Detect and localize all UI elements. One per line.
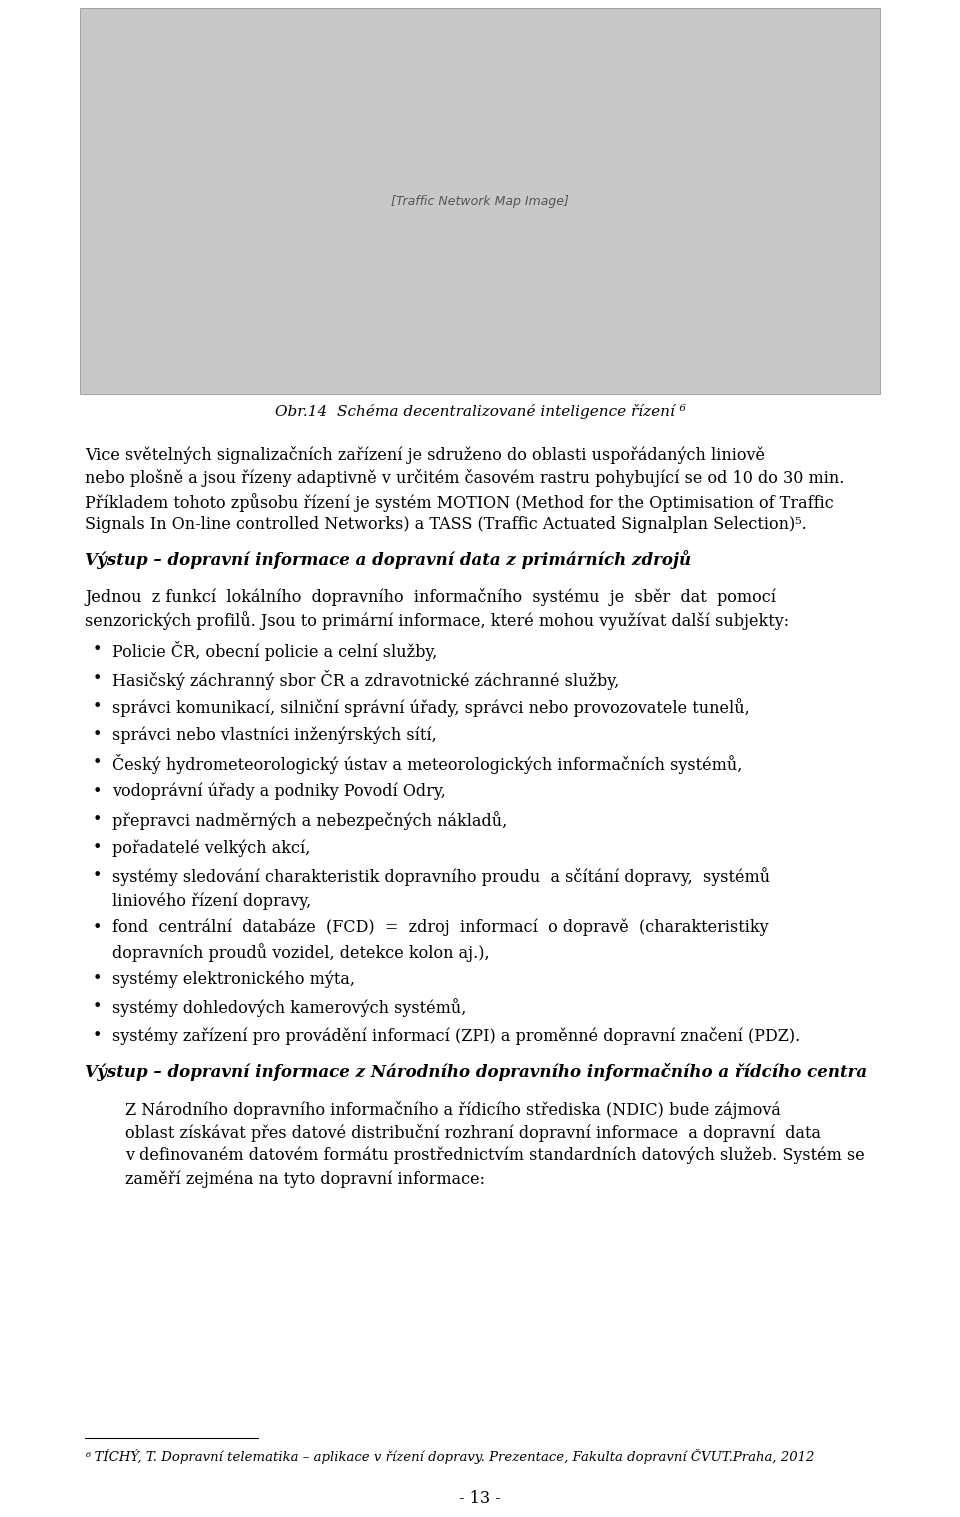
- Text: Signals In On-line controlled Networks) a TASS (Traffic Actuated Signalplan Sele: Signals In On-line controlled Networks) …: [85, 516, 806, 532]
- Text: •: •: [93, 919, 102, 936]
- Text: ⁶ TÍCHÝ, T. Dopravní telematika – aplikace v řízení dopravy. Prezentace, Fakulta: ⁶ TÍCHÝ, T. Dopravní telematika – aplika…: [85, 1449, 814, 1464]
- Text: •: •: [93, 698, 102, 715]
- Text: •: •: [93, 810, 102, 828]
- Text: přepravci nadměrných a nebezpečných nákladů,: přepravci nadměrných a nebezpečných nákl…: [112, 810, 507, 830]
- Text: systémy sledování charakteristik dopravního proudu  a sčítání dopravy,  systémů
: systémy sledování charakteristik dopravn…: [112, 868, 770, 910]
- Text: •: •: [93, 669, 102, 687]
- Text: správci nebo vlastníci inženýrských sítí,: správci nebo vlastníci inženýrských sítí…: [112, 727, 437, 743]
- Text: zaměří zejména na tyto dopravní informace:: zaměří zejména na tyto dopravní informac…: [126, 1170, 486, 1188]
- Text: Jednou  z funkcí  lokálního  dopravního  informačního  systému  je  sběr  dat  p: Jednou z funkcí lokálního dopravního inf…: [85, 589, 776, 605]
- Text: Výstup – dopravní informace z Národního dopravního informačního a řídcího centra: Výstup – dopravní informace z Národního …: [85, 1063, 867, 1082]
- Text: [Traffic Network Map Image]: [Traffic Network Map Image]: [391, 194, 569, 208]
- Text: •: •: [93, 727, 102, 743]
- Text: systémy zařízení pro provádění informací (ZPI) a proměnné dopravní značení (PDZ): systémy zařízení pro provádění informací…: [112, 1027, 800, 1045]
- Text: fond  centrální  databáze  (FCD)  =  zdroj  informací  o dopravě  (charakteristi: fond centrální databáze (FCD) = zdroj in…: [112, 919, 769, 962]
- Text: nebo plošně a jsou řízeny adaptivně v určitém časovém rastru pohybující se od 10: nebo plošně a jsou řízeny adaptivně v ur…: [85, 469, 845, 487]
- Text: •: •: [93, 783, 102, 799]
- Bar: [81, 8, 879, 394]
- Text: Příkladem tohoto způsobu řízení je systém MOTION (Method for the Optimisation of: Příkladem tohoto způsobu řízení je systé…: [85, 493, 833, 511]
- Text: •: •: [93, 1027, 102, 1044]
- Text: Hasičský záchranný sbor ČR a zdravotnické záchranné služby,: Hasičský záchranný sbor ČR a zdravotnick…: [112, 669, 619, 690]
- Text: pořadatelé velkých akcí,: pořadatelé velkých akcí,: [112, 839, 310, 857]
- Text: systémy elektronického mýta,: systémy elektronického mýta,: [112, 971, 355, 988]
- Text: senzorických profilů. Jsou to primární informace, které mohou využívat další sub: senzorických profilů. Jsou to primární i…: [85, 611, 789, 630]
- Text: Policie ČR, obecní policie a celní služby,: Policie ČR, obecní policie a celní služb…: [112, 642, 437, 661]
- Text: •: •: [93, 839, 102, 856]
- Text: Český hydrometeorologický ústav a meteorologických informačních systémů,: Český hydrometeorologický ústav a meteor…: [112, 754, 742, 774]
- Text: správci komunikací, silniční správní úřady, správci nebo provozovatele tunelů,: správci komunikací, silniční správní úřa…: [112, 698, 750, 716]
- Text: Obr.14  Schéma decentralizované inteligence řízení ⁶: Obr.14 Schéma decentralizované inteligen…: [275, 404, 685, 419]
- Text: vodoprávní úřady a podniky Povodí Odry,: vodoprávní úřady a podniky Povodí Odry,: [112, 783, 445, 799]
- Text: systémy dohledových kamerových systémů,: systémy dohledových kamerových systémů,: [112, 998, 467, 1018]
- Text: Vice světelných signalizačních zařízení je sdruženo do oblasti uspořádaných lini: Vice světelných signalizačních zařízení …: [85, 446, 765, 464]
- Text: Výstup – dopravní informace a dopravní data z primárních zdrojů: Výstup – dopravní informace a dopravní d…: [85, 551, 691, 569]
- Text: •: •: [93, 754, 102, 771]
- Text: - 13 -: - 13 -: [459, 1490, 501, 1506]
- Text: •: •: [93, 971, 102, 988]
- Text: Z Národního dopravního informačního a řídicího střediska (NDIC) bude zájmová: Z Národního dopravního informačního a ří…: [126, 1100, 781, 1118]
- Text: •: •: [93, 998, 102, 1015]
- Text: oblast získávat přes datové distribuční rozhraní dopravní informace  a dopravní : oblast získávat přes datové distribuční …: [126, 1124, 822, 1142]
- Text: •: •: [93, 868, 102, 884]
- Text: •: •: [93, 642, 102, 658]
- Text: v definovaném datovém formátu prostřednictvím standardních datových služeb. Syst: v definovaném datovém formátu prostředni…: [126, 1147, 865, 1165]
